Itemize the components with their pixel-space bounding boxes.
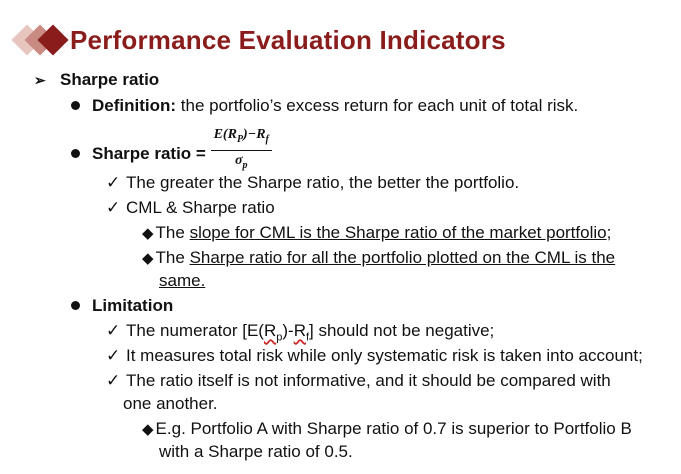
limitation-check-1: ✓ The numerator [E(Rp)-Rf] should not be … — [106, 321, 495, 344]
checkmark-icon: ✓ — [106, 371, 121, 390]
formula-line: Sharpe ratio = E(RP)−Rf σp — [71, 127, 272, 178]
checkmark-icon: ✓ — [106, 198, 121, 217]
diamond-bullet-icon: ◆ — [142, 225, 154, 242]
checkmark-icon: ✓ — [106, 173, 121, 192]
page-title: Performance Evaluation Indicators — [70, 24, 506, 55]
diamond-decoration-icon — [10, 20, 69, 60]
definition-label: Definition: — [92, 96, 177, 115]
diamond-bullet-icon: ◆ — [142, 250, 154, 267]
limitation-check-3: ✓ The ratio itself is not informative, an… — [106, 371, 611, 390]
sharpe-heading: ➢ Sharpe ratio — [34, 70, 160, 89]
example-bullet: ◆ E.g. Portfolio A with Sharpe ratio of 0… — [142, 418, 632, 441]
dot-bullet-icon — [71, 301, 80, 311]
dot-bullet-icon — [71, 148, 80, 158]
sub-bullet-2: ◆ The Sharpe ratio for all the portfolio … — [142, 247, 615, 270]
limitation-check-3-continuation: one another. — [123, 394, 218, 413]
check-line-1: ✓ The greater the Sharpe ratio, the bette… — [106, 173, 520, 192]
sharpe-formula: E(RP)−Rf σp — [210, 127, 272, 174]
sub-bullet-1: ◆ The slope for CML is the Sharpe ratio o… — [142, 222, 611, 245]
dot-bullet-icon — [71, 101, 80, 111]
formula-numerator: E(RP)−Rf — [210, 127, 272, 151]
formula-denominator: σp — [234, 152, 248, 171]
limitation-line: Limitation — [71, 295, 173, 317]
diamond-bullet-icon: ◆ — [142, 421, 154, 438]
checkmark-icon: ✓ — [106, 321, 121, 340]
arrow-bullet-icon: ➢ — [34, 72, 46, 88]
definition-text: the portfolio’s excess return for each u… — [176, 96, 579, 115]
example-bullet-continuation: with a Sharpe ratio of 0.5. — [159, 442, 353, 461]
check-line-2: ✓ CML & Sharpe ratio — [106, 198, 275, 217]
definition-line: Definition: the portfolio’s excess retur… — [71, 95, 578, 117]
rf-term: Rf — [293, 321, 310, 344]
title-row: Performance Evaluation Indicators — [10, 20, 506, 60]
rp-term: Rp — [263, 321, 283, 344]
sub-bullet-2-continuation: same. — [159, 271, 206, 290]
limitation-check-2: ✓ It measures total risk while only syste… — [106, 346, 643, 365]
formula-label: Sharpe ratio = — [92, 143, 206, 163]
checkmark-icon: ✓ — [106, 346, 121, 365]
